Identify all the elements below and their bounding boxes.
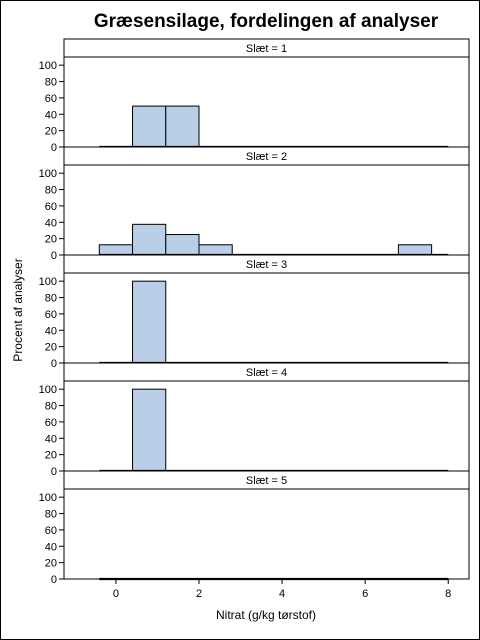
y-tick-label: 60 <box>45 201 57 213</box>
y-tick-label: 0 <box>51 358 57 370</box>
y-tick-label: 100 <box>39 168 57 180</box>
y-tick-label: 40 <box>45 325 57 337</box>
y-tick-label: 20 <box>45 126 57 138</box>
x-tick-label: 2 <box>196 588 202 600</box>
panel-strip-label: Slæt = 2 <box>246 151 287 163</box>
y-tick-label: 0 <box>51 142 57 154</box>
x-tick-label: 0 <box>113 588 119 600</box>
y-tick-label: 80 <box>45 401 57 413</box>
y-tick-label: 40 <box>45 109 57 121</box>
panels: Slæt = 1 0 20 40 60 80 100 Slæt = 2 0 20 40 60 80 100… <box>39 38 470 586</box>
histogram-bar <box>132 105 167 148</box>
y-tick-label: 40 <box>45 217 57 229</box>
y-tick-label: 100 <box>39 384 57 396</box>
y-tick-label: 0 <box>51 574 57 586</box>
y-tick-label: 80 <box>45 77 57 89</box>
x-tick-label: 8 <box>445 588 451 600</box>
x-axis-label: Nitrat (g/kg tørstof) <box>216 608 316 622</box>
y-tick-label: 40 <box>45 433 57 445</box>
panel-5: Slæt = 5 0 20 40 60 80 100 <box>39 470 470 586</box>
y-tick-label: 60 <box>45 417 57 429</box>
y-tick-label: 100 <box>39 60 57 72</box>
histogram-bar <box>132 280 167 364</box>
y-tick-label: 60 <box>45 309 57 321</box>
histogram-bar <box>132 388 167 472</box>
chart-title: Græsensilage, fordelingen af analyser <box>94 11 439 32</box>
y-tick-label: 80 <box>45 293 57 305</box>
panel-strip-label: Slæt = 4 <box>246 367 287 379</box>
y-tick-label: 80 <box>45 509 57 521</box>
y-tick-label: 20 <box>45 558 57 570</box>
x-tick-label: 6 <box>362 588 368 600</box>
histogram-bar <box>397 244 433 256</box>
x-axis: 0 2 4 6 8 <box>113 579 451 600</box>
panel-strip-label: Slæt = 3 <box>246 259 287 271</box>
y-tick-label: 20 <box>45 342 57 354</box>
histogram-bar <box>98 244 134 256</box>
histogram-bar <box>165 234 200 256</box>
panel-strip-label: Slæt = 5 <box>246 475 287 487</box>
x-tick-label: 4 <box>279 588 285 600</box>
y-tick-label: 80 <box>45 185 57 197</box>
y-tick-label: 20 <box>45 450 57 462</box>
y-tick-label: 100 <box>39 492 57 504</box>
y-tick-label: 0 <box>51 250 57 262</box>
y-tick-label: 60 <box>45 93 57 105</box>
histogram-bar <box>198 244 233 256</box>
y-tick-label: 60 <box>45 525 57 537</box>
y-axis-label: Procent af analyser <box>11 258 25 361</box>
y-tick-label: 0 <box>51 466 57 478</box>
histogram-bar <box>165 105 200 148</box>
y-tick-label: 40 <box>45 541 57 553</box>
histogram-bar <box>132 223 167 256</box>
panel-strip-label: Slæt = 1 <box>246 43 287 55</box>
y-tick-label: 20 <box>45 234 57 246</box>
y-tick-label: 100 <box>39 276 57 288</box>
